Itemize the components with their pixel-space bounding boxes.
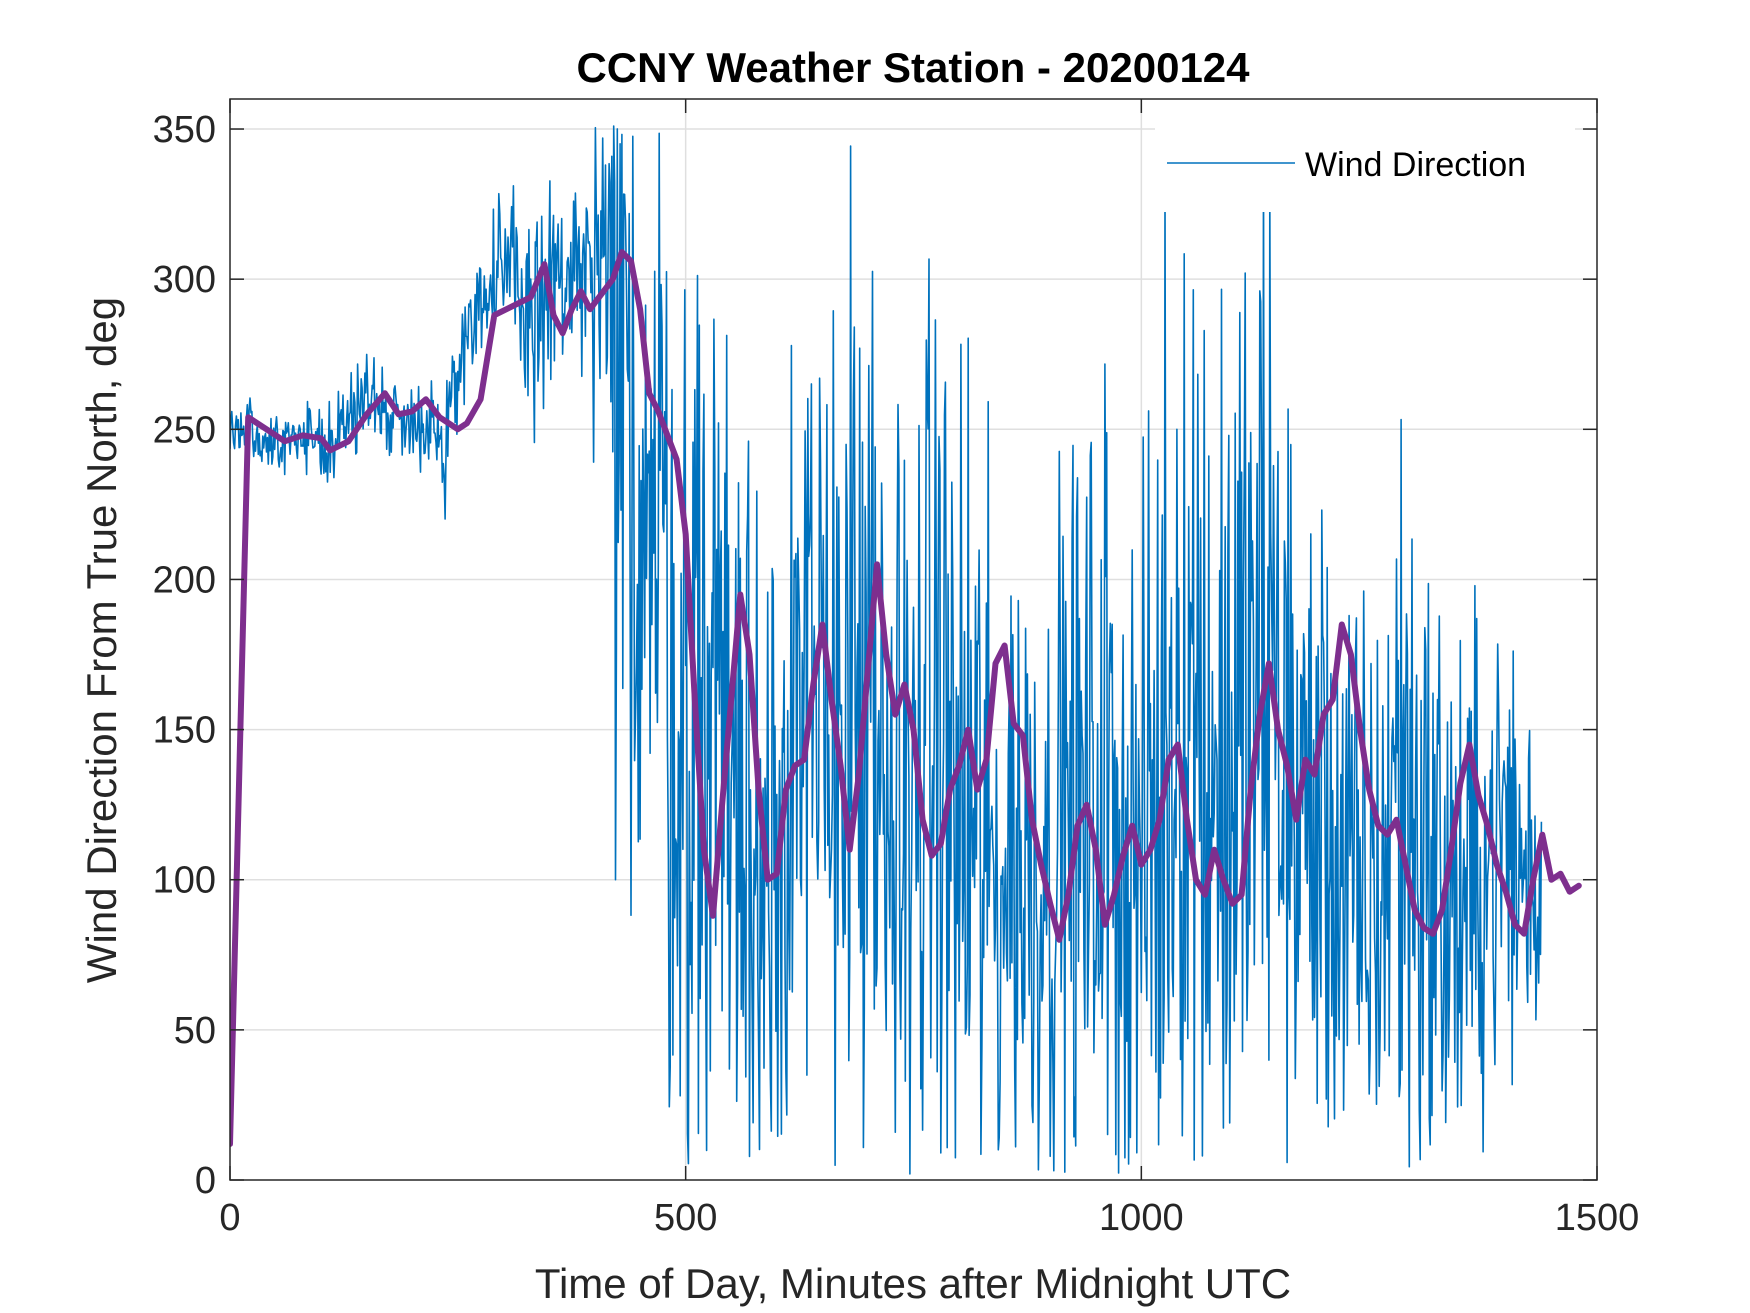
tick-labels: 0 50 100 150 200 250 300 350 0 500 1000 1500 <box>153 109 1640 1239</box>
y-tick-label: 150 <box>153 710 216 752</box>
x-axis-label: Time of Day, Minutes after Midnight UTC <box>535 1260 1291 1307</box>
chart-title: CCNY Weather Station - 20200124 <box>576 44 1250 91</box>
legend-box <box>1155 120 1575 212</box>
y-tick-label: 100 <box>153 860 216 902</box>
series-layer <box>230 125 1582 1175</box>
x-tick-label: 1000 <box>1099 1197 1184 1239</box>
plot-frame <box>229 98 1598 1181</box>
y-tick-label: 200 <box>153 559 216 601</box>
legend: Wind Direction <box>1155 120 1575 212</box>
x-tick-label: 1500 <box>1555 1197 1640 1239</box>
legend-label-wind-direction: Wind Direction <box>1305 146 1526 184</box>
y-tick-label: 250 <box>153 409 216 451</box>
x-tick-label: 500 <box>654 1197 717 1239</box>
y-tick-label: 50 <box>174 1010 216 1052</box>
y-tick-label: 300 <box>153 259 216 301</box>
series-line-smoothed <box>230 249 1582 1147</box>
series-line-wind-direction <box>230 125 1543 1175</box>
y-axis-label: Wind Direction From True North, deg <box>78 297 125 983</box>
y-tick-label: 0 <box>195 1160 216 1202</box>
x-tick-label: 0 <box>219 1197 240 1239</box>
tick-marks <box>229 99 1598 1181</box>
y-tick-label: 350 <box>153 109 216 151</box>
